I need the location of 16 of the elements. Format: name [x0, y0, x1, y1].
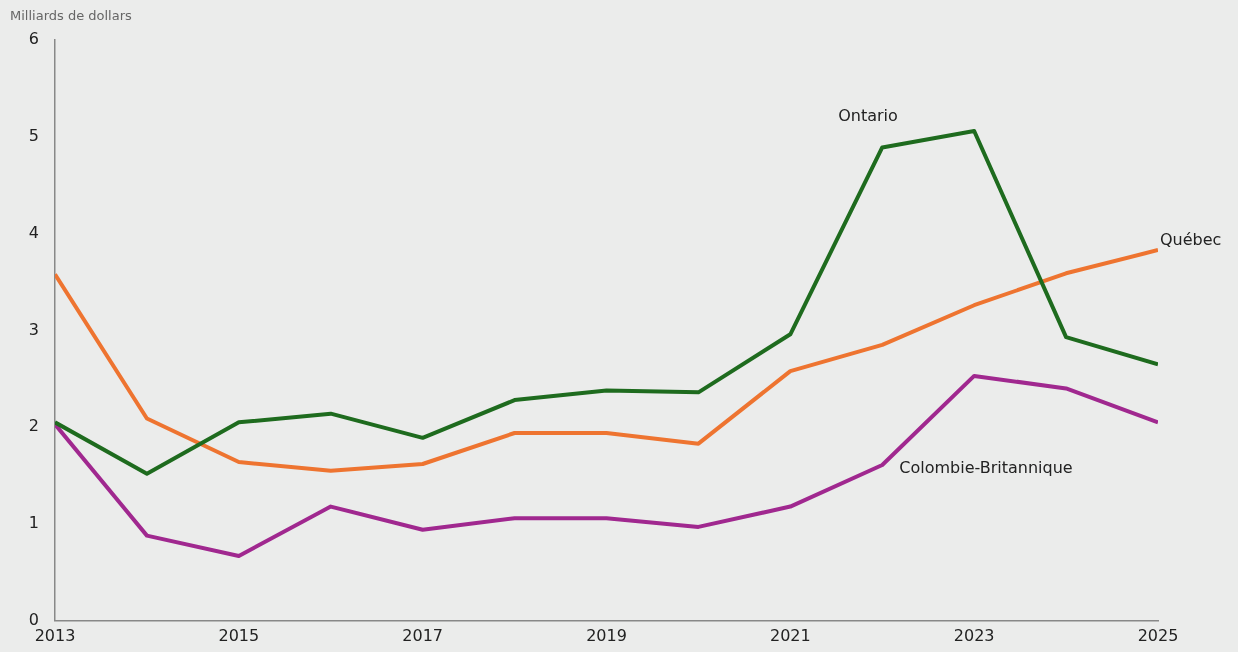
y-tick-label: 2 — [28, 416, 39, 436]
y-tick-label: 3 — [28, 319, 39, 339]
series-label: Québec — [1160, 230, 1222, 250]
y-tick-label: 6 — [28, 29, 39, 49]
x-tick-label: 2025 — [1137, 625, 1179, 645]
x-tick-label: 2015 — [218, 625, 260, 645]
y-tick-label: 5 — [28, 125, 39, 145]
x-tick-label: 2019 — [586, 625, 627, 645]
series-label: Colombie-Britannique — [899, 458, 1073, 478]
y-tick-label: 4 — [28, 222, 39, 242]
x-tick-label: 2023 — [953, 625, 995, 645]
x-tick-label: 2017 — [402, 625, 444, 645]
y-axis-title: Milliards de dollars — [10, 8, 133, 24]
y-tick-label: 1 — [28, 513, 39, 533]
series-label: Ontario — [838, 106, 898, 126]
x-tick-label: 2021 — [769, 625, 811, 645]
